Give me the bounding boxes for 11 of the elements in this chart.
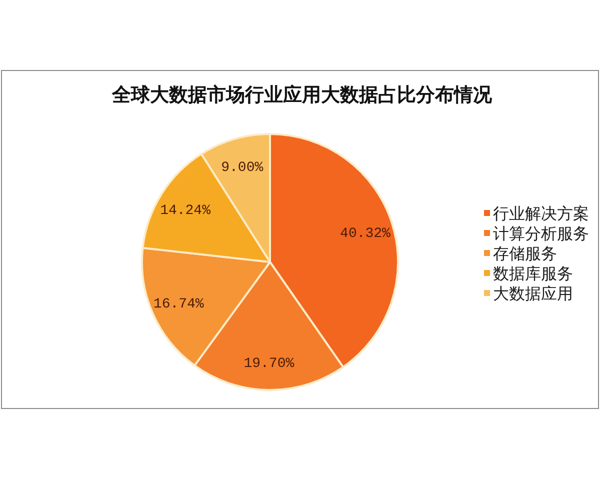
data-label: 19.70% (244, 356, 294, 372)
legend-label: 存储服务 (493, 246, 557, 263)
legend-label: 大数据应用 (493, 286, 573, 303)
data-label: 14.24% (160, 203, 210, 220)
legend-label: 数据库服务 (493, 266, 573, 283)
legend-label: 行业解决方案 (493, 206, 589, 223)
data-label: 9.00% (221, 160, 264, 176)
legend-label: 计算分析服务 (493, 226, 589, 243)
data-label: 40.32% (340, 226, 390, 242)
data-label: 16.74% (153, 296, 204, 312)
title: 全球大数据市场行业应用大数据占比分布情况 (112, 85, 492, 106)
